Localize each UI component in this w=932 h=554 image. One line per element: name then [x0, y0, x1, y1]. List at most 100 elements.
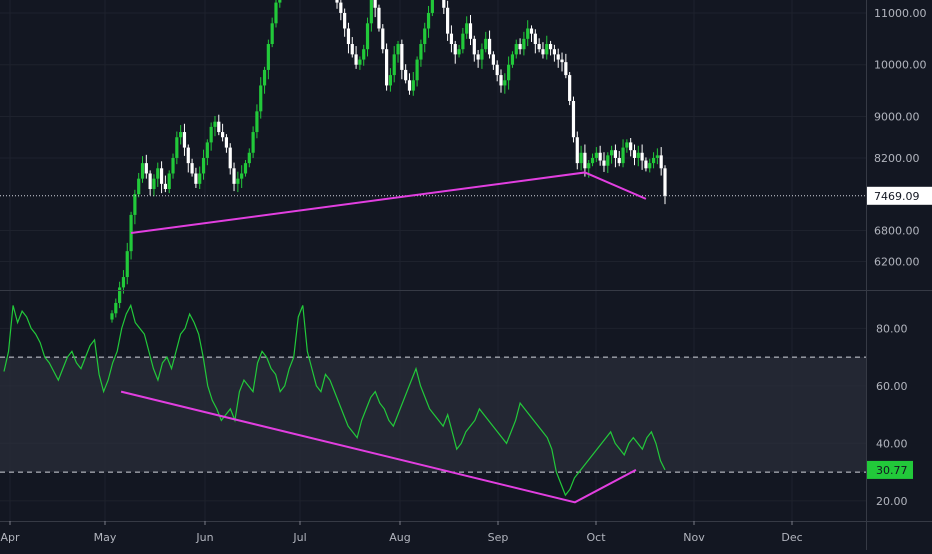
- candle-body: [457, 49, 461, 55]
- candle-body: [156, 168, 160, 179]
- candle-body: [518, 44, 522, 50]
- candle-body: [365, 23, 370, 50]
- candle-body: [465, 23, 469, 34]
- candle-body: [461, 33, 465, 50]
- candle-body: [205, 142, 209, 158]
- candle-body: [114, 302, 118, 314]
- candle-body: [404, 69, 408, 81]
- time-tick-label: Nov: [683, 531, 705, 544]
- candle-body: [583, 152, 587, 169]
- candle-body: [266, 44, 270, 70]
- candle-body: [163, 183, 167, 190]
- candle-body: [545, 44, 549, 55]
- last-price-badge: [867, 186, 932, 205]
- candle-body: [602, 160, 606, 166]
- candle-body: [251, 132, 255, 153]
- price-trendline: [130, 171, 647, 235]
- candle-body: [468, 23, 473, 39]
- candle-body: [610, 150, 614, 156]
- candle-body: [659, 155, 663, 169]
- candle-body: [415, 59, 419, 81]
- candle-body: [377, 7, 381, 29]
- candle-body: [510, 54, 515, 65]
- candle-body: [259, 85, 263, 112]
- candle-body: [384, 49, 389, 86]
- candle-body: [644, 160, 648, 169]
- candle-body: [247, 152, 251, 164]
- candle-body: [541, 49, 545, 55]
- candle-body: [514, 44, 518, 55]
- candles: [110, 0, 667, 323]
- candle-body: [217, 121, 221, 133]
- candle-body: [167, 173, 171, 190]
- candle-body: [529, 28, 534, 34]
- candle-body: [419, 44, 423, 60]
- candle-body: [617, 157, 621, 164]
- candle-body: [564, 62, 568, 76]
- candle-body: [453, 44, 457, 55]
- candle-body: [255, 111, 259, 133]
- candle-body: [423, 28, 427, 45]
- candle-body: [110, 313, 114, 320]
- candle-body: [133, 194, 137, 215]
- candle-body: [472, 38, 476, 55]
- price-tick-label: 8200.00: [874, 152, 920, 165]
- candle-body: [480, 49, 484, 60]
- price-tick-label: 9000.00: [874, 111, 920, 124]
- candle-body: [495, 64, 499, 76]
- candle-body: [343, 12, 347, 29]
- candle-body: [636, 152, 640, 158]
- candle-body: [140, 163, 145, 179]
- candle-body: [430, 0, 434, 13]
- candle-body: [179, 132, 183, 138]
- candle-body: [487, 38, 492, 55]
- candle-body: [537, 44, 541, 50]
- candle-body: [335, 0, 339, 3]
- candle-body: [579, 152, 583, 164]
- time-tick-label: Sep: [488, 531, 509, 544]
- oscillator-last-label: 30.77: [876, 464, 908, 477]
- oscillator-tick-label: 60.00: [876, 380, 908, 393]
- candle-body: [526, 28, 530, 39]
- candle-body: [571, 100, 576, 138]
- candle-body: [606, 155, 610, 166]
- candle-body: [228, 147, 232, 169]
- candle-body: [640, 152, 644, 161]
- oscillator-last-badge: [867, 460, 913, 479]
- price-tick-label: 11000.00: [874, 7, 927, 20]
- candle-body: [125, 251, 129, 278]
- candle-body: [629, 142, 633, 151]
- candle-body: [232, 168, 236, 184]
- time-tick-label: Jul: [292, 531, 306, 544]
- candle-body: [568, 75, 572, 101]
- candle-body: [201, 157, 206, 174]
- candle-body: [339, 2, 343, 13]
- candle-body: [224, 137, 229, 148]
- time-tick-label: May: [94, 531, 117, 544]
- candle-body: [198, 173, 202, 184]
- candle-body: [152, 178, 156, 190]
- oscillator-tick-label: 80.00: [876, 322, 908, 335]
- candle-body: [194, 173, 198, 184]
- oscillator-tick-label: 40.00: [876, 437, 908, 450]
- candle-body: [556, 54, 560, 60]
- candle-body: [407, 80, 412, 91]
- candle-body: [499, 75, 503, 86]
- time-tick-label: Oct: [586, 531, 606, 544]
- candle-body: [590, 157, 595, 164]
- candle-body: [587, 163, 591, 169]
- candle-body: [213, 121, 217, 127]
- candle-body: [446, 7, 450, 34]
- candle-body: [442, 0, 446, 8]
- price-tick-label: 6200.00: [874, 256, 920, 269]
- candle-body: [426, 12, 431, 29]
- candle-body: [476, 54, 480, 60]
- candle-body: [381, 28, 385, 50]
- last-price-label: 7469.09: [874, 190, 920, 203]
- candle-body: [648, 163, 652, 169]
- candle-body: [533, 33, 537, 45]
- candle-body: [144, 163, 148, 174]
- candle-body: [632, 150, 637, 158]
